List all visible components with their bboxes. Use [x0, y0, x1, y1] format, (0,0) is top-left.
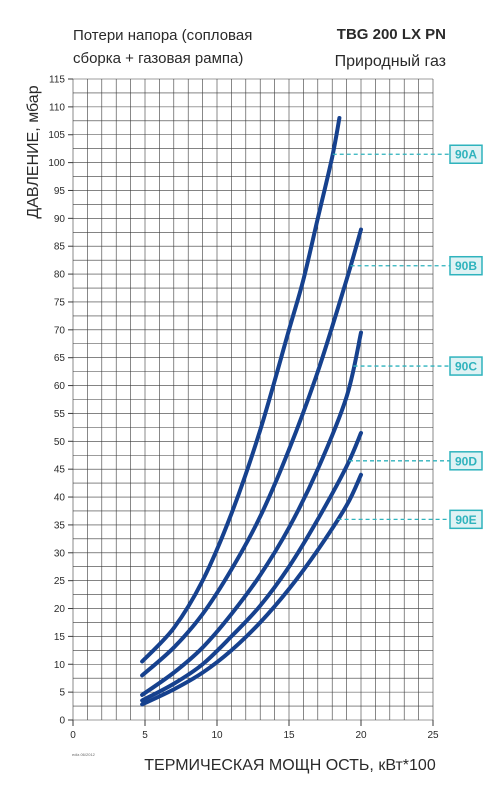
chart-subtitle: Потери напора (сопловая сборка + газовая…: [73, 27, 253, 67]
x-axis-label: ТЕРМИЧЕСКАЯ МОЩН ОСТЬ, кВт*100: [144, 757, 436, 774]
label-box-90c: [449, 356, 483, 376]
y-tick-label: 0: [59, 716, 65, 727]
label-box-90e: [449, 509, 483, 530]
grid: [72, 78, 434, 721]
y-tick-label: 20: [54, 604, 66, 615]
y-tick-label: 110: [49, 102, 65, 113]
y-tick-label: 70: [54, 325, 66, 336]
y-tick-label: 105: [48, 130, 65, 141]
x-tick-label: 0: [70, 730, 76, 741]
y-tick-label: 60: [54, 381, 66, 392]
x-tick-label: 25: [427, 730, 439, 741]
series-label-90a: 90A: [455, 148, 477, 162]
x-tick-label: 15: [283, 730, 295, 741]
y-tick-label: 95: [54, 186, 66, 197]
y-tick-label: 15: [54, 632, 66, 643]
fuel-type: Природный газ: [334, 53, 446, 70]
curve-90a: [140, 116, 342, 664]
model-name: TBG 200 LX PN: [336, 26, 446, 43]
y-tick-label: 40: [54, 493, 66, 504]
x-tick-label: 20: [355, 730, 367, 741]
y-tick-label: 100: [48, 158, 65, 169]
tick-labels: 0 5 10 15 20 25 0 5 10 15 20 25 30 35 40 45 50 55 60 65 70 75…: [48, 75, 439, 742]
series-label-90b: 90B: [455, 259, 477, 273]
curve-90d: [140, 430, 363, 703]
y-tick-label: 30: [54, 548, 66, 559]
series-label-90c: 90C: [455, 360, 477, 374]
series-label-90d: 90D: [455, 454, 477, 468]
curve-90c: [140, 330, 363, 697]
edition-note: ediz.06/2012: [72, 752, 95, 757]
label-box-90a: [449, 144, 483, 164]
label-box-90b: [449, 255, 483, 276]
y-tick-label: 25: [54, 576, 66, 587]
curves: [140, 116, 363, 707]
label-box-90d: [449, 451, 483, 471]
y-tick-label: 85: [54, 242, 66, 253]
y-axis-label: ДАВЛЕНИЕ, мбар: [25, 85, 42, 218]
y-tick-label: 35: [54, 520, 66, 531]
curve-90b: [140, 227, 363, 678]
y-tick-label: 5: [59, 688, 65, 699]
y-tick-label: 90: [54, 214, 66, 225]
x-tick-label: 10: [211, 730, 223, 741]
curve-90e: [140, 472, 363, 707]
y-tick-label: 55: [54, 409, 66, 420]
y-tick-label: 45: [54, 465, 66, 476]
series-markers: 90A 90B 90C 90D 90E: [332, 144, 483, 530]
y-tick-label: 75: [54, 297, 66, 308]
y-tick-label: 80: [54, 270, 66, 281]
y-tick-label: 10: [54, 660, 66, 671]
series-label-90e: 90E: [455, 513, 476, 527]
x-tick-label: 5: [142, 730, 148, 741]
y-tick-label: 65: [54, 353, 66, 364]
y-tick-label: 50: [54, 437, 66, 448]
y-tick-label: 115: [49, 75, 65, 86]
